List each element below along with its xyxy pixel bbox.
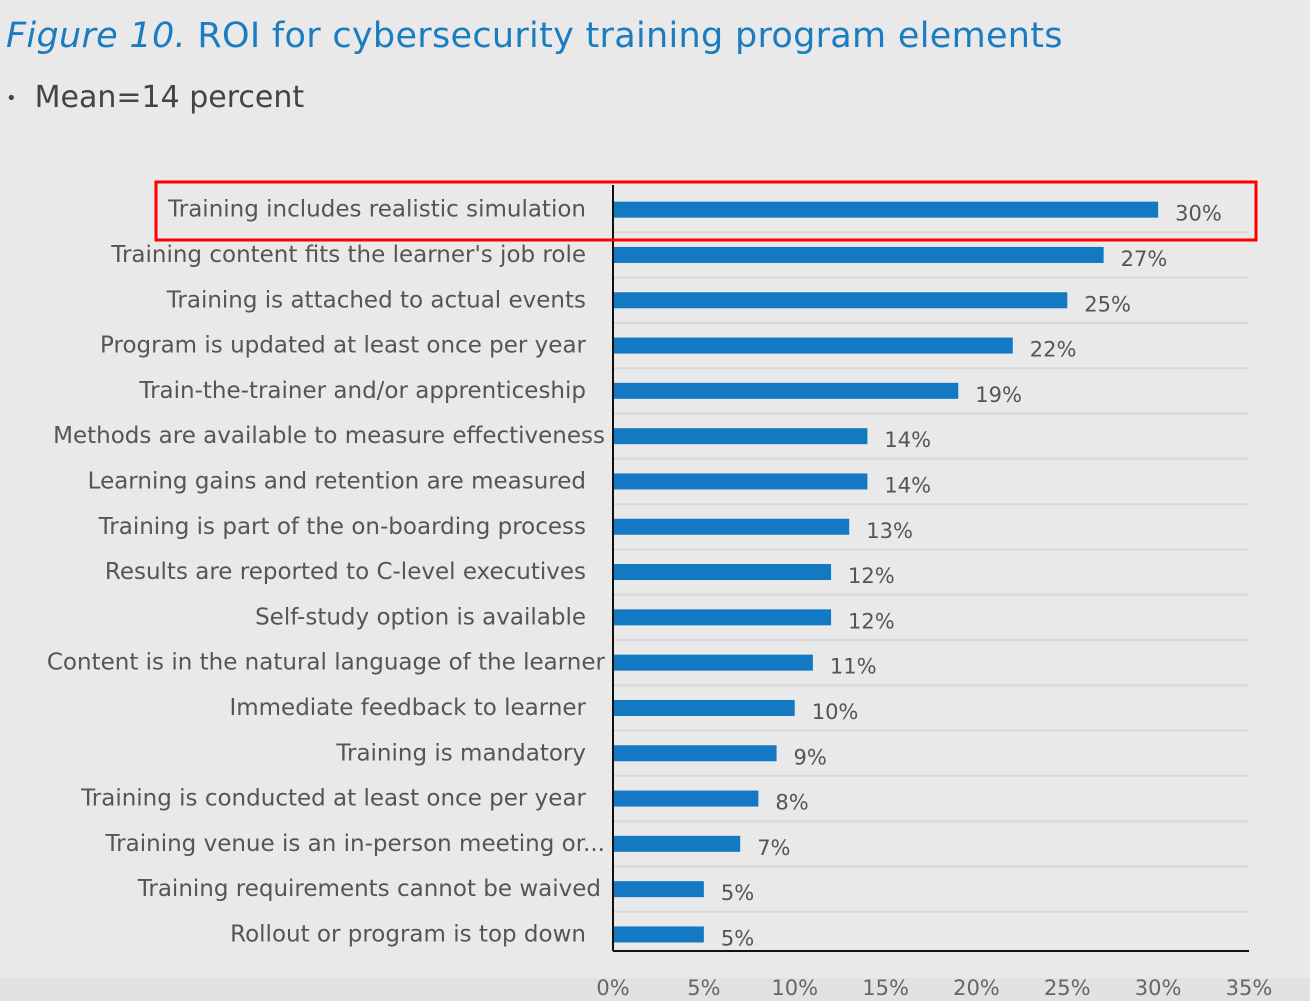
category-label: Training is attached to actual events (166, 287, 586, 313)
data-label: 14% (884, 428, 931, 452)
x-tick-label: 5% (687, 976, 720, 1000)
bottom-strip (0, 978, 1310, 1001)
bullet-icon: • (6, 88, 17, 109)
x-tick-label: 30% (1135, 976, 1182, 1000)
bar (613, 881, 704, 898)
bar (613, 654, 813, 671)
data-label: 11% (830, 655, 877, 679)
category-label: Training is conducted at least once per … (80, 786, 586, 812)
category-label: Methods are available to measure effecti… (53, 423, 605, 449)
bar (613, 564, 832, 581)
data-label: 13% (866, 519, 913, 543)
data-label: 12% (848, 609, 895, 633)
title-text: ROI for cybersecurity training program e… (197, 16, 1063, 56)
x-tick-label: 0% (596, 976, 629, 1000)
figure-title: Figure 10. ROI for cybersecurity trainin… (6, 16, 1063, 56)
category-label: Training is part of the on-boarding proc… (98, 514, 586, 540)
data-label: 25% (1084, 292, 1131, 316)
category-label: Results are reported to C-level executiv… (105, 559, 586, 585)
bar (613, 337, 1013, 354)
x-tick-label: 25% (1044, 976, 1091, 1000)
category-label: Training venue is an in-person meeting o… (105, 831, 605, 857)
bar (613, 790, 759, 807)
data-label: 7% (757, 836, 790, 860)
bar (613, 246, 1104, 263)
highlight-box (154, 180, 1258, 242)
category-label: Rollout or program is top down (230, 921, 586, 947)
bar (613, 835, 741, 852)
bar (613, 699, 795, 716)
x-tick-label: 20% (953, 976, 1000, 1000)
category-label: Training content fits the learner's job … (110, 242, 586, 268)
data-label: 10% (812, 700, 859, 724)
data-label: 30% (1175, 202, 1222, 226)
bar (613, 428, 868, 445)
data-label: 9% (794, 745, 827, 769)
category-label: Content is in the natural language of th… (47, 650, 606, 676)
data-label: 12% (848, 564, 895, 588)
bar (613, 745, 777, 762)
category-label: Training is mandatory (335, 740, 586, 766)
x-tick-label: 10% (771, 976, 818, 1000)
category-label: Program is updated at least once per yea… (100, 333, 586, 359)
mean-text: Mean=14 percent (34, 80, 305, 115)
category-label: Training requirements cannot be waived (137, 876, 601, 902)
category-label: Training includes realistic simulation (167, 197, 586, 223)
x-tick-label: 35% (1226, 976, 1273, 1000)
figure-label: Figure 10. (6, 16, 186, 56)
bar (613, 382, 959, 399)
data-label: 27% (1121, 247, 1168, 271)
bar (613, 292, 1068, 309)
bar (613, 473, 868, 490)
mean-bullet: • Mean=14 percent (6, 80, 304, 115)
data-label: 14% (884, 473, 931, 497)
bar (613, 201, 1159, 218)
bar (613, 926, 704, 943)
category-label: Immediate feedback to learner (229, 695, 586, 721)
x-tick-label: 15% (862, 976, 909, 1000)
bar (613, 609, 832, 626)
category-label: Train-the-trainer and/or apprenticeship (138, 378, 586, 404)
data-label: 8% (775, 791, 808, 815)
category-label: Learning gains and retention are measure… (88, 468, 586, 494)
data-label: 5% (721, 926, 754, 950)
data-label: 5% (721, 881, 754, 905)
category-label: Self-study option is available (255, 604, 586, 630)
data-label: 19% (975, 383, 1022, 407)
data-label: 22% (1030, 338, 1077, 362)
bar (613, 518, 850, 535)
